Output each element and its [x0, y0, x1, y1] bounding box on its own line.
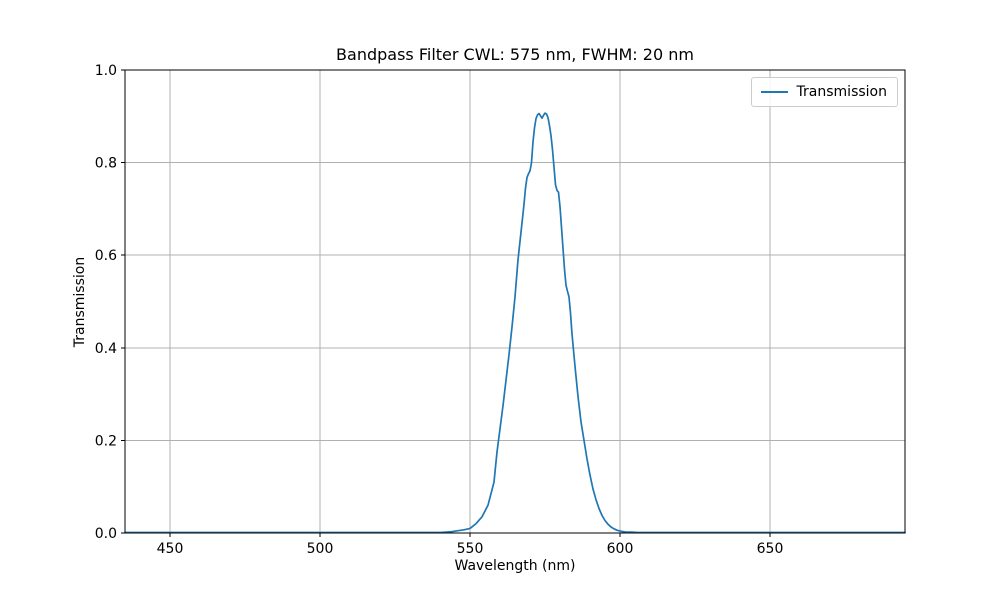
x-tick-label: 550 — [457, 541, 484, 557]
y-tick-label: 1.0 — [95, 63, 117, 79]
y-tick-label: 0.6 — [95, 248, 117, 264]
y-tick-label: 0.8 — [95, 156, 117, 172]
axes-spines — [124, 69, 906, 534]
y-tick-label: 0.4 — [95, 341, 117, 357]
chart-title: Bandpass Filter CWL: 575 nm, FWHM: 20 nm — [336, 45, 694, 64]
x-tick-label: 450 — [157, 541, 184, 557]
y-tick-label: 0.0 — [95, 526, 117, 542]
x-axis-label: Wavelength (nm) — [454, 558, 576, 574]
legend-line-sample — [760, 91, 788, 94]
x-tick-label: 500 — [307, 541, 334, 557]
x-tick-label: 650 — [757, 541, 784, 557]
legend-label: Transmission — [796, 84, 887, 100]
x-tick-label: 600 — [607, 541, 634, 557]
y-tick-label: 0.2 — [95, 433, 117, 449]
legend: Transmission — [750, 77, 898, 108]
y-axis-label: Transmission — [72, 256, 88, 348]
transmission-line — [124, 112, 906, 534]
